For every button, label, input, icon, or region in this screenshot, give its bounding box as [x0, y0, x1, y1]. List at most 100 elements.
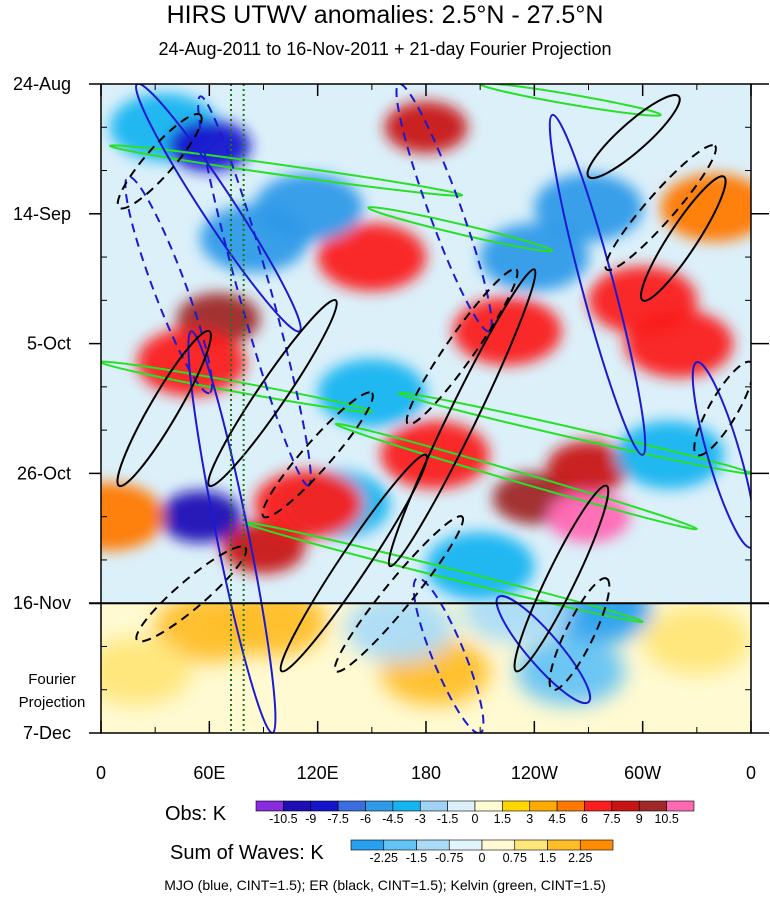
obs-colorbar-swatch	[556, 800, 585, 812]
kelvin-contour	[367, 206, 554, 253]
anomaly-patch	[218, 603, 327, 656]
er-contour	[513, 484, 610, 673]
y-tick-label: 24-Aug	[13, 74, 71, 94]
x-tick-label: 120E	[297, 763, 339, 783]
y-tick-label: 26-Oct	[17, 463, 71, 483]
er-contour	[586, 94, 681, 180]
waves-colorbar-label: 0	[479, 851, 486, 865]
obs-colorbar-swatch	[638, 800, 667, 812]
mjo-contour	[135, 84, 302, 333]
er-contour	[279, 453, 428, 673]
obs-colorbar-label: 4.5	[548, 812, 565, 826]
waves-colorbar-swatch	[579, 839, 614, 851]
y-tick-label: 14-Sep	[13, 204, 71, 224]
anomaly-patch	[158, 490, 242, 543]
anomaly-patch	[546, 490, 631, 543]
obs-colorbar-swatch	[611, 800, 640, 812]
wave-contours	[101, 84, 751, 733]
er-contour	[548, 577, 611, 692]
x-tick-label: 60E	[193, 763, 225, 783]
obs-colorbar-label: 0	[472, 812, 479, 826]
kelvin-contour	[479, 84, 662, 117]
chart-title: HIRS UTWV anomalies: 2.5°N - 27.5°N	[166, 1, 604, 29]
anomaly-patch	[101, 482, 165, 551]
waves-colorbar-swatch	[416, 839, 450, 851]
anomaly-patch	[317, 223, 427, 292]
x-tick-label: 180	[411, 763, 441, 783]
anomaly-patch	[615, 420, 725, 489]
obs-colorbar-title: Obs: K	[165, 803, 227, 825]
obs-colorbar-label: 7.5	[603, 812, 620, 826]
mjo-contour	[124, 175, 214, 395]
x-tick-label: 0	[96, 763, 106, 783]
x-tick-label: 0	[746, 763, 756, 783]
mjo-contour	[548, 113, 647, 456]
obs-colorbar-label: 10.5	[654, 812, 678, 826]
anomaly-patch	[101, 637, 192, 706]
anomaly-patch	[380, 420, 490, 489]
er-contour	[604, 144, 717, 272]
anomaly-patch	[546, 441, 631, 494]
waves-colorbar-label: -2.25	[370, 851, 399, 865]
x-tick-label: 60W	[624, 763, 661, 783]
obs-colorbar-label: 1.5	[494, 812, 511, 826]
obs-colorbar: Obs: K -10.5 -9 -7.5 -6 -4.5 -3 -1.5 0 1.5 3 4.5 6 7.…	[165, 800, 695, 826]
fourier-label-line1: Fourier	[28, 671, 76, 688]
obs-colorbar-label: 9	[636, 812, 643, 826]
obs-colorbar-label: 6	[581, 812, 588, 826]
fourier-label-line2: Projection	[18, 694, 86, 711]
er-contour	[333, 515, 465, 673]
waves-colorbar-swatch	[514, 839, 548, 851]
y-tick-label: 5-Oct	[27, 334, 71, 354]
anomaly-patch	[642, 606, 751, 675]
waves-colorbar-label: -0.75	[435, 851, 464, 865]
er-contour	[207, 298, 338, 488]
kelvin-contour	[334, 422, 698, 531]
obs-colorbar-swatch	[365, 800, 394, 812]
obs-colorbar-swatch	[419, 800, 448, 812]
anomaly-patch	[384, 101, 468, 154]
obs-colorbar-label: 3	[526, 812, 533, 826]
obs-colorbar-swatch	[502, 800, 531, 812]
waves-colorbar-label: 2.25	[568, 851, 592, 865]
anomaly-patch	[516, 637, 625, 706]
projection-anomaly-patches	[101, 603, 751, 706]
anomaly-patch	[344, 603, 454, 662]
er-contour	[116, 329, 212, 488]
waves-colorbar-swatch	[547, 839, 581, 851]
anomaly-patch	[461, 603, 571, 644]
x-tick-label: 120W	[511, 763, 558, 783]
kelvin-contour	[109, 144, 464, 197]
obs-colorbar-label: -10.5	[269, 812, 298, 826]
er-contour	[405, 268, 519, 426]
anomaly-patch	[254, 173, 364, 242]
obs-colorbar-swatch	[255, 800, 284, 812]
waves-colorbar-swatch	[383, 839, 417, 851]
obs-colorbar-label: -1.5	[437, 812, 459, 826]
y-tick-label: 7-Dec	[23, 723, 71, 743]
er-contour	[135, 545, 248, 643]
chart-subtitle: 24-Aug-2011 to 16-Nov-2011 + 21-day Four…	[158, 39, 612, 59]
anomaly-patch	[624, 309, 734, 378]
obs-colorbar-swatch	[666, 800, 695, 812]
obs-colorbar-swatch	[392, 800, 421, 812]
er-contour	[693, 360, 751, 457]
waves-colorbar-label: 1.5	[539, 851, 556, 865]
waves-colorbar-swatch	[350, 839, 385, 851]
obs-colorbar-swatch	[337, 800, 366, 812]
er-contour	[261, 391, 374, 519]
anomaly-patch	[452, 297, 562, 366]
waves-colorbar-label: 0.75	[503, 851, 527, 865]
reference-lines	[230, 84, 245, 733]
obs-colorbar-label: -6	[360, 812, 371, 826]
obs-colorbar-label: -3	[415, 812, 426, 826]
obs-colorbar-swatch	[283, 800, 312, 812]
obs-colorbar-label: -7.5	[327, 812, 349, 826]
anomaly-patch	[660, 173, 751, 242]
mjo-contour	[691, 361, 751, 549]
waves-colorbar-label: -1.5	[406, 851, 428, 865]
waves-colorbar: Sum of Waves: K -2.25 -1.5 -0.75 0 0.75 1.5 2.2…	[170, 839, 614, 865]
legend-footer: MJO (blue, CINT=1.5); ER (black, CINT=1.…	[164, 877, 606, 893]
obs-colorbar-swatch	[474, 800, 503, 812]
